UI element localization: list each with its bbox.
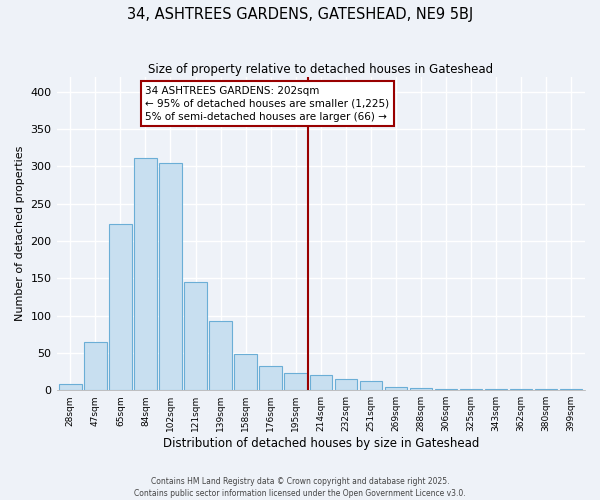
Title: Size of property relative to detached houses in Gateshead: Size of property relative to detached ho… [148, 62, 493, 76]
Bar [59, 384, 82, 390]
Bar [259, 366, 282, 390]
Bar [335, 379, 357, 390]
X-axis label: Distribution of detached houses by size in Gateshead: Distribution of detached houses by size … [163, 437, 479, 450]
Bar [209, 321, 232, 390]
Bar [109, 224, 131, 390]
Bar [385, 387, 407, 390]
Bar [410, 388, 432, 390]
Bar [84, 342, 107, 390]
Text: 34 ASHTREES GARDENS: 202sqm
← 95% of detached houses are smaller (1,225)
5% of s: 34 ASHTREES GARDENS: 202sqm ← 95% of det… [145, 86, 389, 122]
Bar [310, 376, 332, 390]
Bar [184, 282, 207, 390]
Y-axis label: Number of detached properties: Number of detached properties [15, 146, 25, 321]
Text: Contains HM Land Registry data © Crown copyright and database right 2025.
Contai: Contains HM Land Registry data © Crown c… [134, 476, 466, 498]
Text: 34, ASHTREES GARDENS, GATESHEAD, NE9 5BJ: 34, ASHTREES GARDENS, GATESHEAD, NE9 5BJ [127, 8, 473, 22]
Bar [359, 381, 382, 390]
Bar [134, 158, 157, 390]
Bar [284, 373, 307, 390]
Bar [159, 162, 182, 390]
Bar [435, 388, 457, 390]
Bar [235, 354, 257, 390]
